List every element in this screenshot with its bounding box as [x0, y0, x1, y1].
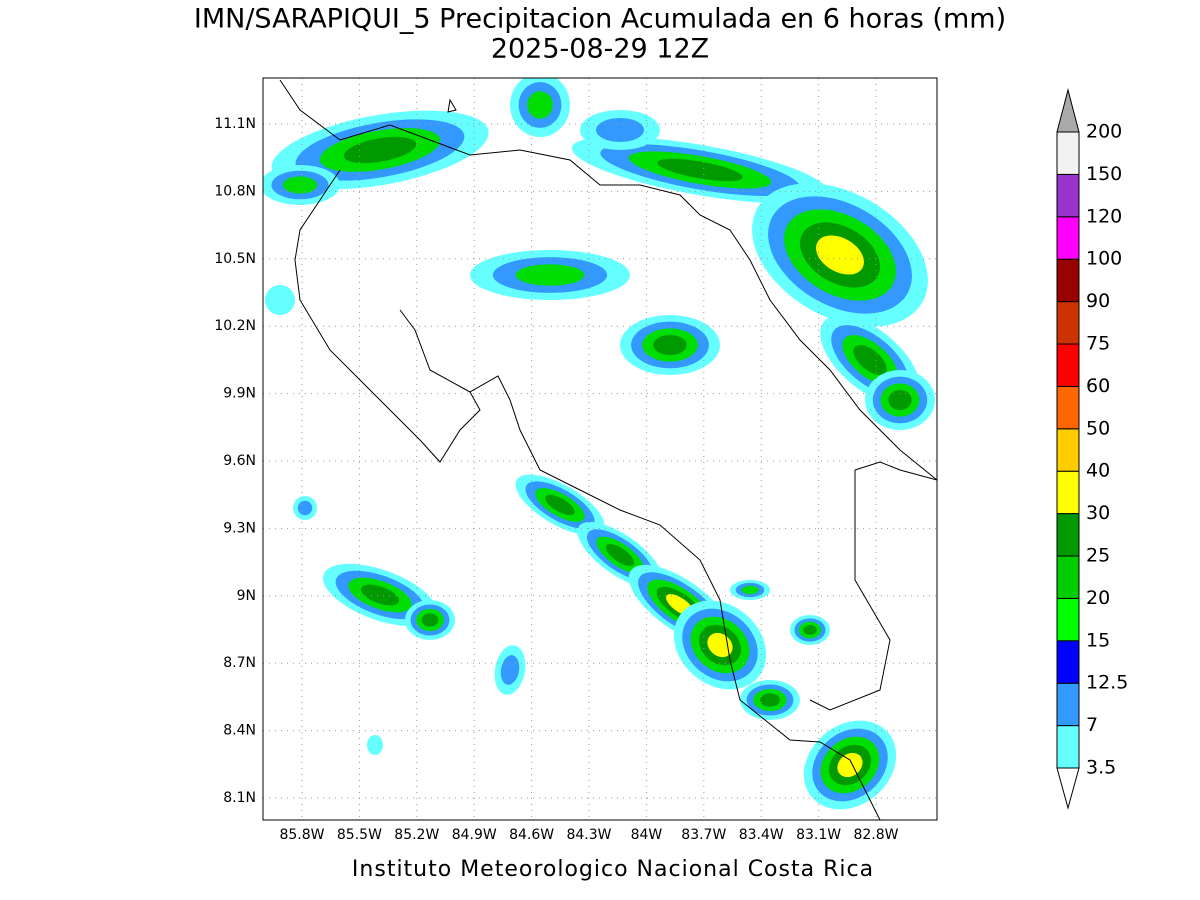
footer: Instituto Meteorologico Nacional Costa R… — [352, 857, 874, 882]
y-tick-label: 9.9N — [223, 386, 256, 402]
colorbar-segment — [1056, 343, 1080, 387]
y-tick-label: 11.1N — [214, 116, 256, 132]
x-tick-label: 83.4W — [739, 827, 784, 843]
y-tick-label: 10.8N — [214, 183, 256, 199]
colorbar-label: 3.5 — [1086, 757, 1116, 779]
y-tick-label: 8.4N — [223, 723, 256, 739]
rain-area — [421, 613, 439, 627]
colorbar-label: 60 — [1086, 375, 1110, 397]
coastlines — [279, 79, 937, 820]
island — [447, 98, 457, 113]
y-tick-label: 8.1N — [223, 790, 256, 806]
rain-area — [527, 91, 553, 119]
x-tick-label: 84.6W — [509, 827, 554, 843]
x-tick-label: 84.3W — [566, 827, 611, 843]
rain-area — [605, 543, 635, 567]
colorbar-over — [1056, 88, 1080, 133]
colorbar-label: 40 — [1086, 460, 1110, 482]
coastline — [399, 309, 471, 393]
colorbar: 3.5 7 12.5 15 20 25 30 40 50 60 75 90 100 120 150 200 — [1056, 88, 1128, 810]
colorbar-segment — [1056, 555, 1080, 599]
x-tick-label: 85.8W — [279, 827, 324, 843]
rain-area — [343, 136, 417, 164]
y-tick-label: 8.7N — [223, 655, 256, 671]
colorbar-label: 150 — [1086, 163, 1122, 185]
rain-area — [367, 735, 383, 755]
colorbar-label: 15 — [1086, 629, 1110, 651]
colorbar-segment — [1056, 725, 1080, 769]
colorbar-segment — [1056, 216, 1080, 260]
border — [809, 470, 891, 711]
border — [854, 461, 937, 481]
map-title: IMN/SARAPIQUI_5 Precipitacion Acumulada … — [194, 4, 1006, 35]
colorbar-segment — [1056, 173, 1080, 218]
colorbar-segment — [1056, 470, 1080, 515]
colorbar-label: 90 — [1086, 290, 1110, 312]
colorbar-segment — [1056, 258, 1080, 303]
colorbar-segment — [1056, 385, 1080, 430]
colorbar-segment — [1056, 428, 1080, 472]
rain-area — [297, 500, 313, 516]
coastline — [294, 169, 881, 820]
colorbar-segment — [1056, 640, 1080, 684]
rain-area — [803, 625, 817, 635]
rain-area — [500, 655, 520, 685]
colorbar-segment — [1056, 301, 1080, 345]
y-tick-label: 9.6N — [223, 453, 256, 469]
map-frame — [262, 77, 938, 821]
colorbar-label: 50 — [1086, 417, 1110, 439]
rain-area — [853, 345, 887, 375]
colorbar-under — [1056, 767, 1080, 810]
x-tick-label: 84W — [631, 827, 663, 843]
map-subtitle: 2025-08-29 12Z — [491, 34, 709, 65]
colorbar-label: 30 — [1086, 502, 1110, 524]
x-tick-label: 84.9W — [452, 827, 497, 843]
rain-area — [653, 335, 687, 355]
colorbar-segment — [1056, 682, 1080, 727]
rain-area — [515, 264, 585, 286]
colorbar-label: 75 — [1086, 333, 1110, 355]
rain-area — [657, 158, 743, 182]
grid: 85.8W 85.5W 85.2W 84.9W 84.6W 84.3W 84W 83.7W 83… — [214, 78, 937, 843]
y-tick-label: 10.2N — [214, 318, 256, 334]
x-tick-label: 85.5W — [337, 827, 382, 843]
colorbar-label: 20 — [1086, 587, 1110, 609]
colorbar-label: 7 — [1086, 714, 1098, 736]
colorbar-label: 100 — [1086, 248, 1122, 270]
colorbar-label: 120 — [1086, 205, 1122, 227]
x-tick-label: 85.2W — [394, 827, 439, 843]
x-tick-label: 83.1W — [796, 827, 841, 843]
rain-area — [888, 390, 912, 410]
rain-area — [282, 176, 318, 194]
rain-area — [837, 752, 863, 778]
y-tick-label: 9.3N — [223, 520, 256, 536]
y-tick-label: 9N — [237, 588, 256, 604]
colorbar-label: 200 — [1086, 121, 1122, 143]
colorbar-label: 25 — [1086, 545, 1110, 567]
precipitation-field — [263, 78, 935, 810]
x-tick-label: 82.8W — [853, 827, 898, 843]
colorbar-label: 12.5 — [1086, 672, 1128, 694]
rain-area — [360, 584, 400, 606]
rain-area — [816, 235, 864, 275]
y-tick-label: 10.5N — [214, 251, 256, 267]
rain-area — [265, 285, 295, 315]
colorbar-segment — [1056, 131, 1080, 175]
rain-area — [596, 118, 644, 142]
colorbar-segment — [1056, 513, 1080, 557]
rain-area — [760, 693, 780, 707]
x-tick-label: 83.7W — [681, 827, 726, 843]
colorbar-segment — [1056, 597, 1080, 642]
coastline — [279, 79, 937, 481]
rain-area — [545, 494, 575, 516]
rain-area — [741, 585, 759, 595]
